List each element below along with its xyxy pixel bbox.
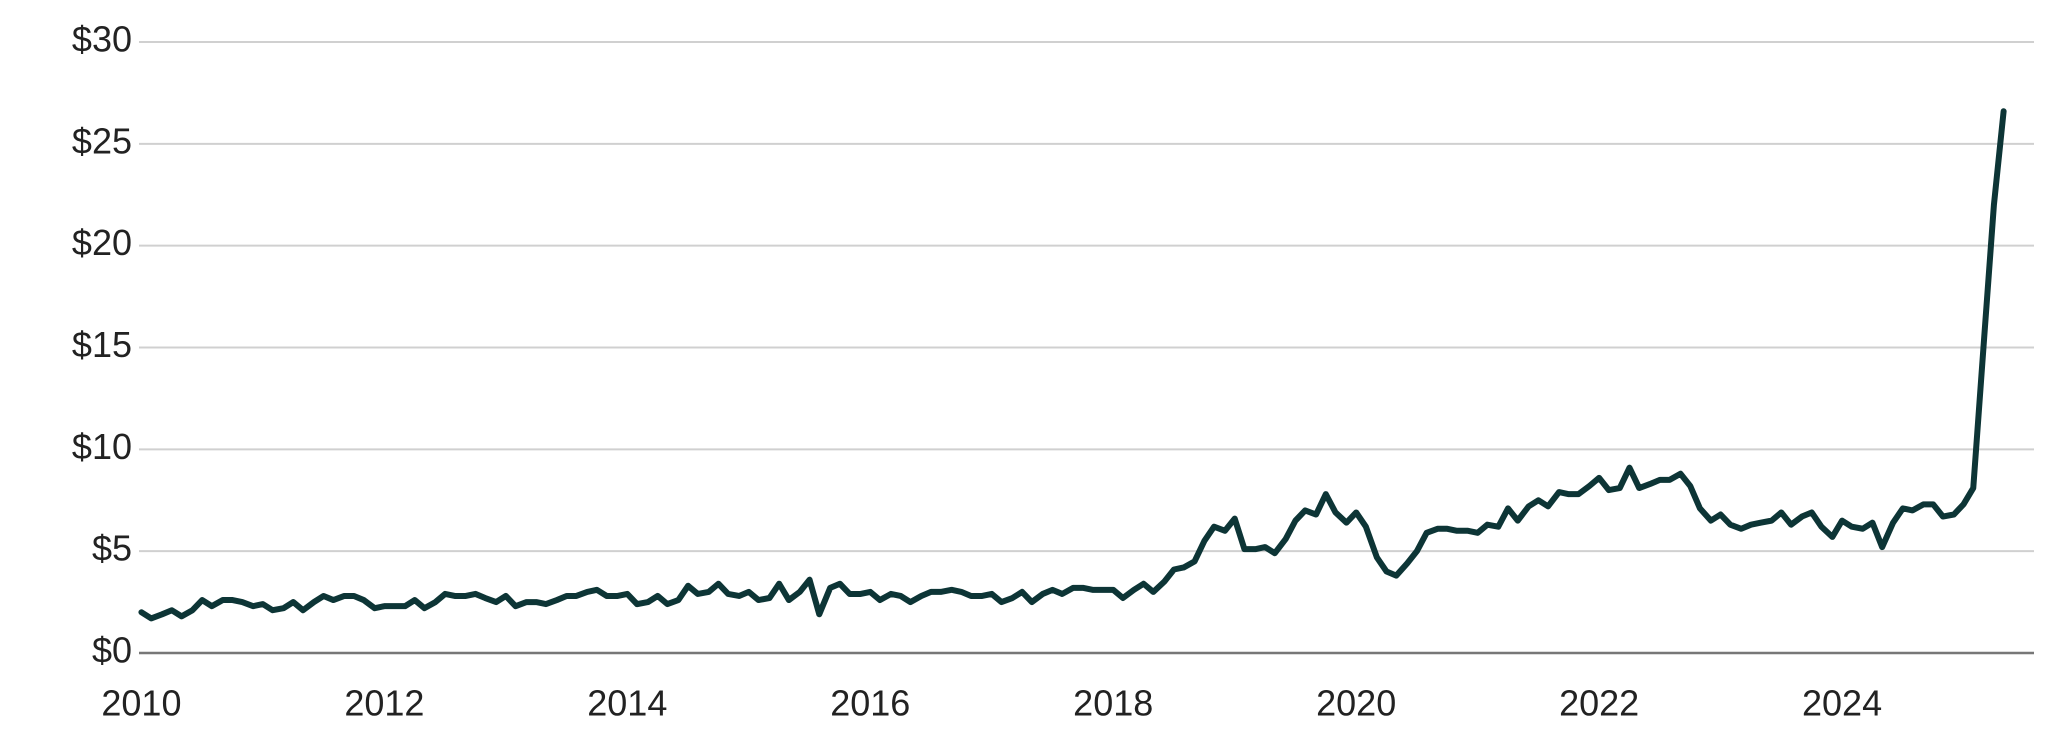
x-tick-label: 2020 bbox=[1316, 683, 1396, 724]
x-tick-label: 2024 bbox=[1802, 683, 1882, 724]
y-tick-label: $10 bbox=[72, 426, 132, 467]
y-tick-label: $25 bbox=[72, 120, 132, 161]
x-tick-label: 2022 bbox=[1559, 683, 1639, 724]
x-tick-label: 2018 bbox=[1073, 683, 1153, 724]
x-tick-label: 2010 bbox=[101, 683, 181, 724]
data-line bbox=[138, 108, 2007, 622]
y-tick-label: $20 bbox=[72, 222, 132, 263]
x-tick-label: 2012 bbox=[344, 683, 424, 724]
y-tick-label: $0 bbox=[92, 630, 132, 671]
x-tick-label: 2014 bbox=[587, 683, 667, 724]
y-tick-label: $15 bbox=[72, 324, 132, 365]
x-tick-label: 2016 bbox=[830, 683, 910, 724]
y-tick-label: $30 bbox=[72, 19, 132, 60]
y-tick-label: $5 bbox=[92, 528, 132, 569]
